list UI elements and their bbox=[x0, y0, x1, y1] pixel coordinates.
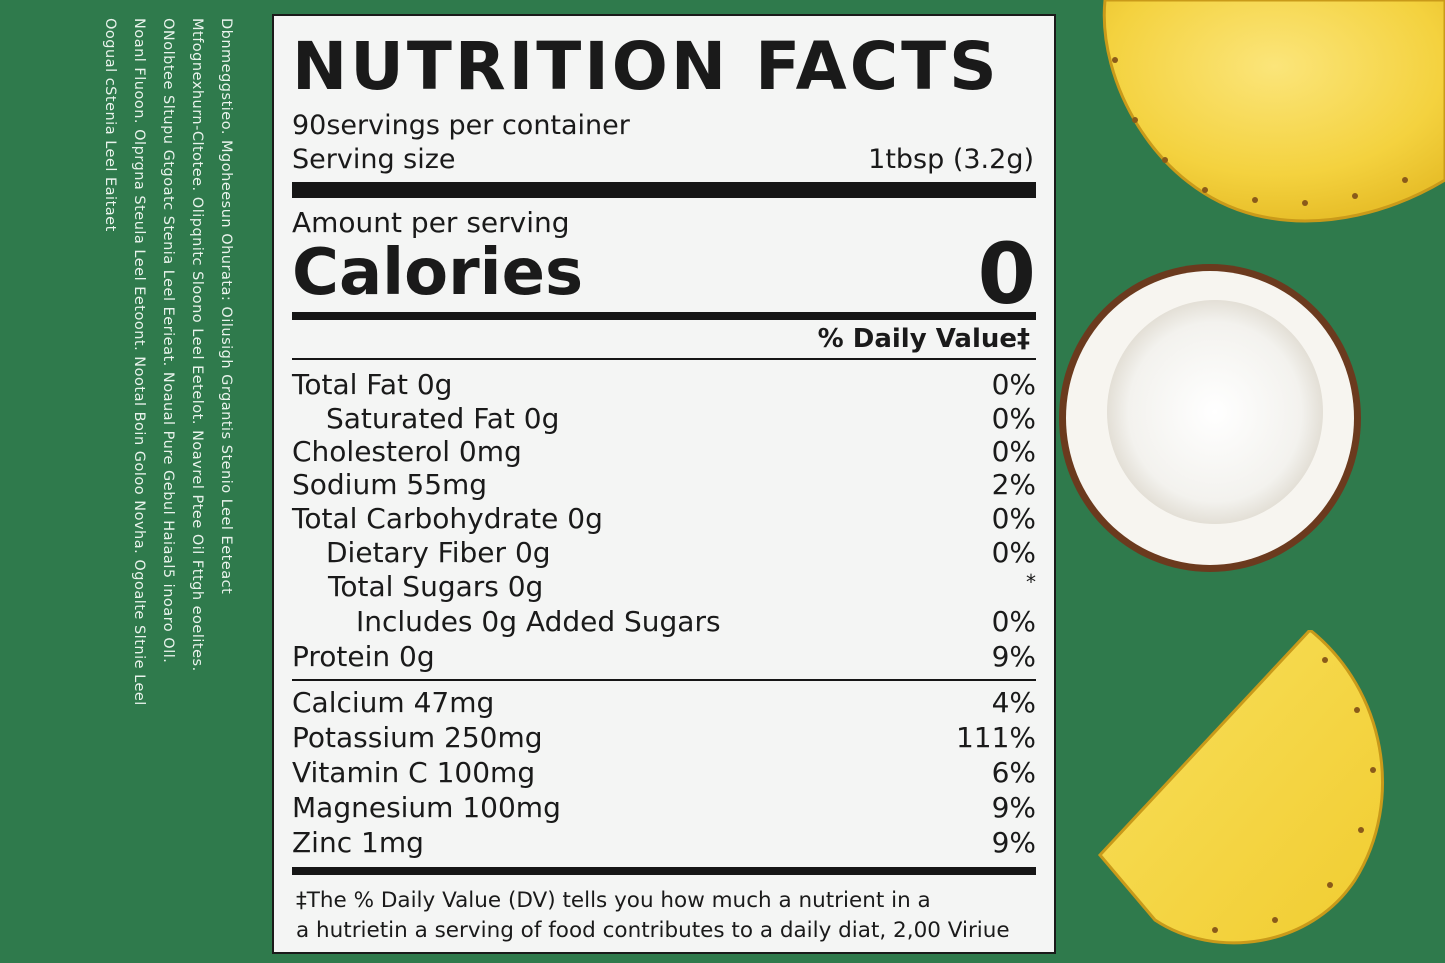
mineral-label: Vitamin C 100mg bbox=[292, 756, 536, 789]
coconut-half-image bbox=[1059, 264, 1361, 572]
mineral-label: Potassium 250mg bbox=[292, 721, 543, 754]
daily-value-header: % Daily Value‡ bbox=[817, 324, 1030, 354]
nutrient-row: Cholesterol 0mg 0% bbox=[292, 435, 1036, 469]
mineral-label: Magnesium 100mg bbox=[292, 791, 561, 824]
nutrient-label: Dietary Fiber 0g bbox=[326, 536, 551, 569]
serving-size-value: 1tbsp (3.2g) bbox=[868, 144, 1034, 175]
amount-per-serving: Amount per serving bbox=[292, 206, 570, 239]
label-title: NUTRITION FACTS bbox=[292, 28, 1000, 105]
divider-thick bbox=[292, 182, 1036, 198]
ingredients-list: Dbnmeggstieo. Mgoheesun Ohurata: Oilusig… bbox=[98, 18, 248, 948]
footnote-line: a hutrietin a serving of food contribute… bbox=[296, 918, 1010, 943]
nutrient-pct: 9% bbox=[991, 640, 1036, 673]
pineapple-slice-image bbox=[1102, 0, 1445, 223]
nutrient-label: Saturated Fat 0g bbox=[326, 402, 560, 435]
ingredients-line: Mtfognexhurn-Cltotee. Olipqnitc Sloono L… bbox=[189, 18, 205, 672]
nutrient-pct: 0% bbox=[991, 402, 1036, 435]
nutrition-facts-panel: NUTRITION FACTS 90servings per container… bbox=[272, 14, 1056, 954]
nutrient-row: Total Fat 0g 0% bbox=[292, 368, 1036, 402]
mineral-label: Zinc 1mg bbox=[292, 826, 424, 859]
mineral-row: Zinc 1mg 9% bbox=[292, 826, 1036, 860]
nutrient-pct: 0% bbox=[991, 435, 1036, 468]
footnote-line: ‡The % Daily Value (DV) tells you how mu… bbox=[296, 888, 931, 913]
nutrient-label: Total Carbohydrate 0g bbox=[292, 502, 603, 535]
divider-thin bbox=[292, 358, 1036, 360]
footnote: ‡The % Daily Value (DV) tells you how mu… bbox=[296, 886, 1036, 946]
nutrient-row: Includes 0g Added Sugars 0% bbox=[292, 605, 1036, 639]
nutrient-row: Sodium 55mg 2% bbox=[292, 468, 1036, 502]
ingredients-line: Dbnmeggstieo. Mgoheesun Ohurata: Oilusig… bbox=[218, 18, 234, 595]
ingredients-line: Oogual cStenia Leel Eaitaet bbox=[102, 18, 118, 232]
mineral-pct: 9% bbox=[991, 826, 1036, 859]
mineral-row: Calcium 47mg 4% bbox=[292, 686, 1036, 720]
nutrient-label: Total Sugars 0g bbox=[328, 570, 544, 603]
ingredients-line: Noanl Fluoon. Olprgna Steula Leel Eetoon… bbox=[131, 18, 147, 706]
calories-value: 0 bbox=[977, 225, 1036, 323]
mineral-label: Calcium 47mg bbox=[292, 686, 495, 719]
nutrient-row: Saturated Fat 0g 0% bbox=[292, 402, 1036, 436]
nutrient-row: Protein 0g 9% bbox=[292, 640, 1036, 674]
mineral-row: Potassium 250mg 111% bbox=[292, 721, 1036, 755]
serving-size-label: Serving size bbox=[292, 144, 456, 175]
mineral-pct: 111% bbox=[955, 721, 1036, 754]
pineapple-wedge-image bbox=[1097, 630, 1384, 945]
calories-label: Calories bbox=[292, 236, 584, 310]
nutrient-pct: 0% bbox=[991, 368, 1036, 401]
mineral-pct: 9% bbox=[991, 791, 1036, 824]
mineral-row: Magnesium 100mg 9% bbox=[292, 791, 1036, 825]
nutrient-label: Sodium 55mg bbox=[292, 468, 488, 501]
nutrient-pct: 2% bbox=[991, 468, 1036, 501]
nutrient-row: Total Sugars 0g * bbox=[292, 570, 1036, 604]
nutrient-pct: 0% bbox=[991, 536, 1036, 569]
mineral-row: Vitamin C 100mg 6% bbox=[292, 756, 1036, 790]
divider-medium bbox=[292, 312, 1036, 320]
nutrient-label: Cholesterol 0mg bbox=[292, 435, 522, 468]
nutrient-pct: 0% bbox=[991, 502, 1036, 535]
nutrient-row: Dietary Fiber 0g 0% bbox=[292, 536, 1036, 570]
nutrient-label: Protein 0g bbox=[292, 640, 435, 673]
nutrient-pct: * bbox=[1026, 570, 1036, 594]
mineral-pct: 4% bbox=[991, 686, 1036, 719]
divider-medium bbox=[292, 867, 1036, 875]
nutrient-label: Total Fat 0g bbox=[292, 368, 453, 401]
servings-per-container: 90servings per container bbox=[292, 110, 630, 141]
ingredients-line: ONolbtee Sltupu Gtgoatc Stenia Leel Eeri… bbox=[160, 18, 176, 664]
mineral-pct: 6% bbox=[991, 756, 1036, 789]
nutrient-pct: 0% bbox=[991, 605, 1036, 638]
nutrient-label: Includes 0g Added Sugars bbox=[356, 605, 721, 638]
nutrient-row: Total Carbohydrate 0g 0% bbox=[292, 502, 1036, 536]
divider-thin bbox=[292, 679, 1036, 681]
